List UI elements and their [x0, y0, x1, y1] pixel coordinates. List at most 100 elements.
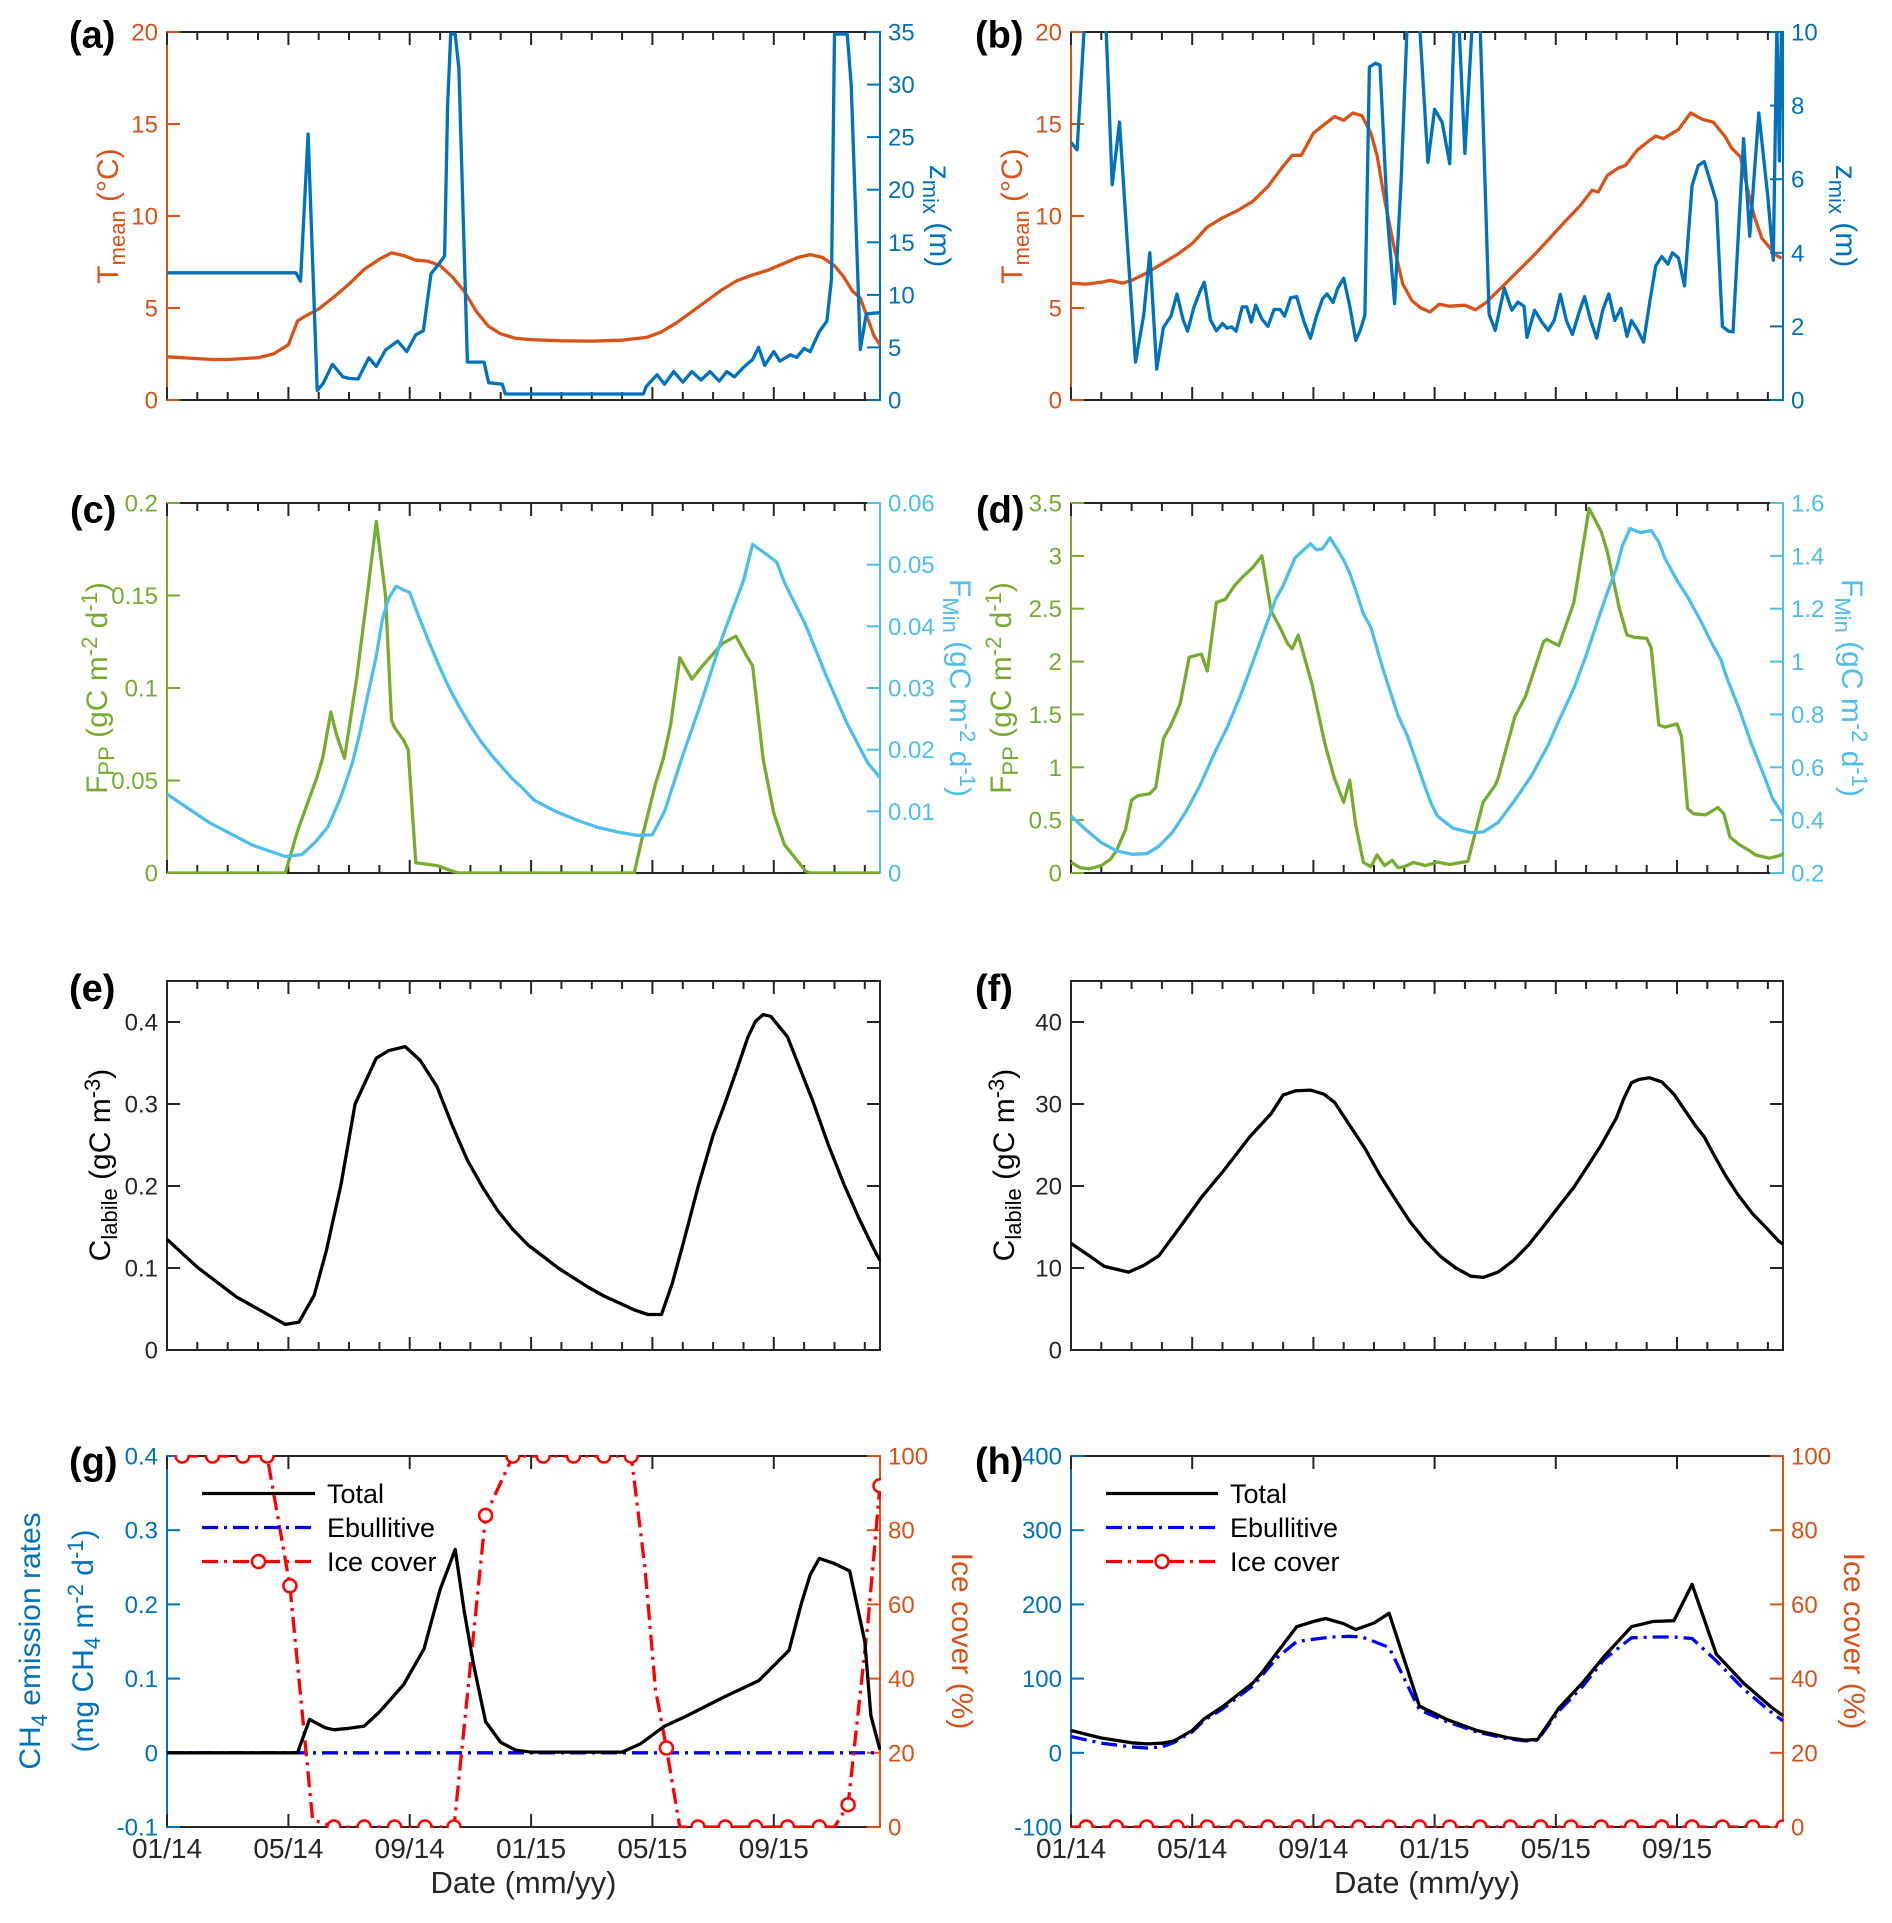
svg-text:2: 2: [1049, 649, 1062, 676]
svg-text:09/15: 09/15: [1642, 1833, 1712, 1864]
svg-text:0: 0: [145, 1338, 158, 1365]
svg-text:8: 8: [1791, 93, 1804, 120]
svg-text:10: 10: [888, 282, 915, 309]
svg-text:300: 300: [1022, 1518, 1062, 1545]
svg-text:100: 100: [888, 1444, 928, 1471]
svg-text:(d): (d): [976, 490, 1025, 532]
svg-text:400: 400: [1022, 1444, 1062, 1471]
svg-text:3.5: 3.5: [1029, 491, 1062, 518]
svg-text:0.1: 0.1: [125, 1666, 158, 1693]
svg-text:80: 80: [888, 1518, 915, 1545]
svg-text:0: 0: [888, 388, 901, 415]
svg-text:0.04: 0.04: [888, 614, 935, 641]
svg-text:0.01: 0.01: [888, 799, 935, 826]
svg-text:40: 40: [1791, 1666, 1818, 1693]
svg-text:09/15: 09/15: [739, 1833, 809, 1864]
svg-text:0: 0: [888, 1815, 901, 1842]
svg-text:10: 10: [131, 204, 158, 231]
svg-text:0.15: 0.15: [111, 583, 158, 610]
svg-text:Date (mm/yy): Date (mm/yy): [431, 1865, 617, 1900]
svg-text:Ice cover (%): Ice cover (%): [945, 1553, 978, 1730]
svg-text:4: 4: [1791, 240, 1804, 267]
svg-text:Date (mm/yy): Date (mm/yy): [1334, 1865, 1520, 1900]
svg-text:0.02: 0.02: [888, 737, 935, 764]
svg-text:0.4: 0.4: [1791, 808, 1824, 835]
svg-text:15: 15: [888, 230, 915, 257]
svg-text:0: 0: [145, 388, 158, 415]
svg-text:2.5: 2.5: [1029, 596, 1062, 623]
svg-text:05/15: 05/15: [1521, 1833, 1591, 1864]
svg-text:1.2: 1.2: [1791, 596, 1824, 623]
svg-text:10: 10: [1035, 204, 1062, 231]
svg-text:(e): (e): [69, 968, 115, 1010]
svg-text:0: 0: [1791, 1815, 1804, 1842]
svg-text:5: 5: [1049, 296, 1062, 323]
svg-text:6: 6: [1791, 167, 1804, 194]
svg-text:(b): (b): [975, 15, 1024, 57]
svg-text:1.6: 1.6: [1791, 491, 1824, 518]
svg-text:01/15: 01/15: [496, 1833, 566, 1864]
svg-text:Clabile (gC m-3): Clabile (gC m-3): [80, 1069, 122, 1262]
svg-text:Ebullitive: Ebullitive: [327, 1513, 435, 1543]
svg-text:Ice cover: Ice cover: [327, 1547, 437, 1577]
svg-text:Total: Total: [1230, 1479, 1287, 1509]
svg-text:0.03: 0.03: [888, 676, 935, 703]
svg-text:09/14: 09/14: [375, 1833, 445, 1864]
svg-text:30: 30: [888, 72, 915, 99]
svg-text:01/14: 01/14: [1036, 1833, 1106, 1864]
svg-text:1: 1: [1049, 755, 1062, 782]
svg-text:(a): (a): [69, 15, 115, 57]
svg-text:Ice cover: Ice cover: [1230, 1547, 1340, 1577]
svg-text:-0.1: -0.1: [117, 1815, 158, 1842]
svg-text:0.5: 0.5: [1029, 808, 1062, 835]
svg-text:0.2: 0.2: [125, 1592, 158, 1619]
svg-text:10: 10: [1791, 20, 1818, 47]
svg-text:10: 10: [1035, 1256, 1062, 1283]
svg-text:0.2: 0.2: [125, 491, 158, 518]
svg-text:0.2: 0.2: [1791, 861, 1824, 888]
svg-text:35: 35: [888, 20, 915, 47]
svg-text:0: 0: [1049, 1338, 1062, 1365]
svg-text:0.2: 0.2: [125, 1174, 158, 1201]
svg-text:FPP (gC m-2 d-1): FPP (gC m-2 d-1): [77, 582, 119, 794]
svg-text:0.4: 0.4: [125, 1444, 158, 1471]
svg-text:20: 20: [1035, 20, 1062, 47]
svg-text:(f): (f): [975, 968, 1013, 1010]
svg-text:0.8: 0.8: [1791, 702, 1824, 729]
svg-text:(g): (g): [69, 1441, 118, 1483]
svg-text:0.3: 0.3: [125, 1518, 158, 1545]
svg-text:0: 0: [1049, 388, 1062, 415]
svg-text:-100: -100: [1014, 1815, 1062, 1842]
svg-text:01/14: 01/14: [132, 1833, 202, 1864]
svg-text:200: 200: [1022, 1592, 1062, 1619]
svg-text:0.05: 0.05: [888, 552, 935, 579]
svg-text:Ebullitive: Ebullitive: [1230, 1513, 1338, 1543]
svg-text:20: 20: [888, 1740, 915, 1767]
svg-text:0: 0: [145, 861, 158, 888]
svg-text:3: 3: [1049, 543, 1062, 570]
svg-text:20: 20: [888, 177, 915, 204]
svg-text:0.06: 0.06: [888, 491, 935, 518]
svg-text:Ice cover (%): Ice cover (%): [1837, 1553, 1870, 1730]
svg-text:5: 5: [145, 296, 158, 323]
svg-text:0.1: 0.1: [125, 1256, 158, 1283]
svg-text:20: 20: [1035, 1174, 1062, 1201]
svg-text:zmix (m): zmix (m): [918, 165, 956, 268]
svg-text:0: 0: [1791, 388, 1804, 415]
svg-text:(c): (c): [70, 490, 116, 532]
svg-text:5: 5: [888, 335, 901, 362]
svg-text:40: 40: [888, 1666, 915, 1693]
svg-text:0: 0: [888, 861, 901, 888]
svg-text:30: 30: [1035, 1092, 1062, 1119]
svg-text:60: 60: [888, 1592, 915, 1619]
svg-text:15: 15: [131, 112, 158, 139]
svg-text:0: 0: [1049, 1740, 1062, 1767]
svg-text:40: 40: [1035, 1010, 1062, 1037]
svg-text:01/15: 01/15: [1400, 1833, 1470, 1864]
svg-text:1: 1: [1791, 649, 1804, 676]
svg-text:1.4: 1.4: [1791, 543, 1824, 570]
svg-text:CH4 emission rates: CH4 emission rates: [14, 1512, 52, 1769]
svg-text:05/14: 05/14: [253, 1833, 323, 1864]
svg-text:2: 2: [1791, 314, 1804, 341]
svg-text:15: 15: [1035, 112, 1062, 139]
